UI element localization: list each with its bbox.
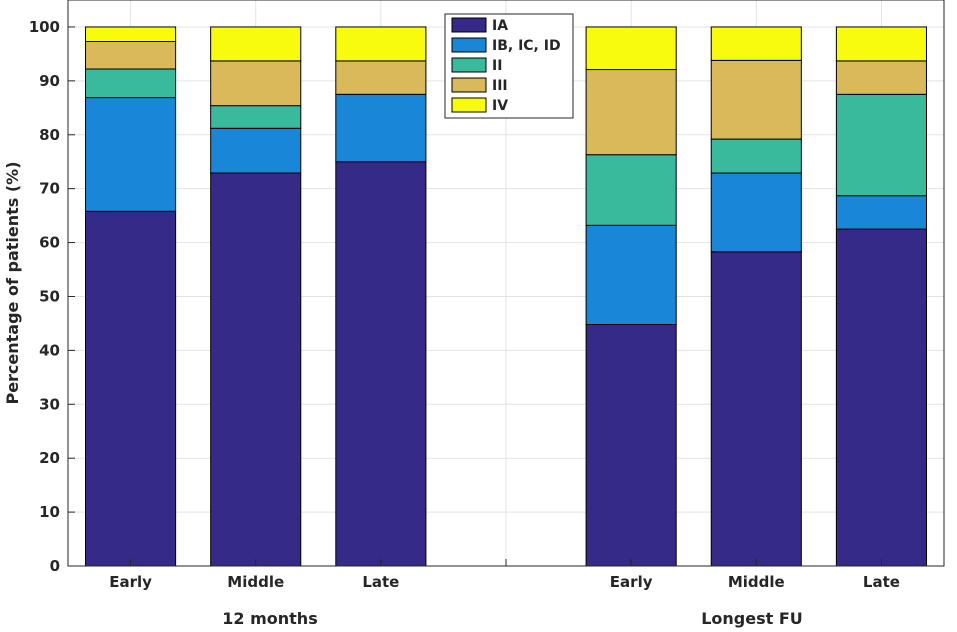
bar-0-iv xyxy=(85,26,177,43)
axis-labels: 0 10 20 30 40 50 60 70 80 90 100 Early Middle Late Ear… xyxy=(29,18,900,591)
bar-0-ia xyxy=(85,210,177,567)
y-tick-label-30: 30 xyxy=(39,395,60,413)
group-label-12-months: 12 months xyxy=(222,609,317,628)
x-tick-label-1: Middle xyxy=(227,573,284,591)
bar-1-iv xyxy=(210,26,302,62)
legend-label-ia: IA xyxy=(492,18,508,34)
bar-5-iii xyxy=(710,59,802,140)
legend-swatch-iv xyxy=(451,97,487,113)
bar-6-ib-ic-id xyxy=(835,195,927,230)
y-tick-label-70: 70 xyxy=(39,180,60,198)
bar-4-ia xyxy=(585,324,677,567)
bar-0-iii xyxy=(85,41,177,70)
y-tick-label-10: 10 xyxy=(39,503,60,521)
y-tick-label-90: 90 xyxy=(39,72,60,90)
legend-label-ii: II xyxy=(492,58,502,74)
legend-label-iv: IV xyxy=(492,98,508,114)
bar-6-iii xyxy=(835,60,927,95)
bar-5-ia xyxy=(710,251,802,567)
bar-2-iv xyxy=(335,26,427,62)
bar-6-ia xyxy=(835,228,927,567)
bars xyxy=(85,26,927,567)
legend-swatch-iii xyxy=(451,77,487,93)
bar-0-ib-ic-id xyxy=(85,97,177,212)
group-label-longest-fu: Longest FU xyxy=(701,609,803,628)
bar-1-ib-ic-id xyxy=(210,127,302,174)
bar-6-iv xyxy=(835,26,927,62)
bar-2-ia xyxy=(335,161,427,567)
y-tick-label-60: 60 xyxy=(39,234,60,252)
y-tick-label-50: 50 xyxy=(39,287,60,305)
legend-label-iii: III xyxy=(492,78,508,94)
bar-5-iv xyxy=(710,26,802,61)
y-tick-label-0: 0 xyxy=(50,557,60,575)
x-tick-label-0: Early xyxy=(109,573,152,591)
x-tick-label-5: Middle xyxy=(728,573,785,591)
bar-2-iii xyxy=(335,60,427,95)
legend-items: IA IB, IC, ID II III IV xyxy=(451,17,561,114)
legend-swatch-ib-ic-id xyxy=(451,37,487,53)
axis-ticks xyxy=(68,26,882,567)
y-tick-label-20: 20 xyxy=(39,449,60,467)
bar-0-ii xyxy=(85,68,177,99)
bar-4-ii xyxy=(585,154,677,226)
bar-6-ii xyxy=(835,93,927,197)
bar-4-ib-ic-id xyxy=(585,224,677,326)
bar-2-ib-ic-id xyxy=(335,93,427,163)
bar-5-ii xyxy=(710,138,802,174)
bar-4-iii xyxy=(585,69,677,156)
legend-label-ib-ic-id: IB, IC, ID xyxy=(492,38,561,54)
bar-1-ia xyxy=(210,172,302,567)
x-tick-label-2: Late xyxy=(362,573,399,591)
y-tick-label-80: 80 xyxy=(39,126,60,144)
legend-swatch-ii xyxy=(451,57,487,73)
y-tick-label-40: 40 xyxy=(39,341,60,359)
bar-4-iv xyxy=(585,26,677,71)
y-axis-title: Percentage of patients (%) xyxy=(3,161,22,404)
legend-swatch-ia xyxy=(451,17,487,33)
bar-5-ib-ic-id xyxy=(710,172,802,253)
y-tick-label-100: 100 xyxy=(29,18,60,36)
x-tick-label-4: Early xyxy=(610,573,653,591)
legend: IA IB, IC, ID II III IV xyxy=(444,13,574,119)
x-tick-label-6: Late xyxy=(863,573,900,591)
bar-1-ii xyxy=(210,105,302,129)
bar-1-iii xyxy=(210,60,302,107)
